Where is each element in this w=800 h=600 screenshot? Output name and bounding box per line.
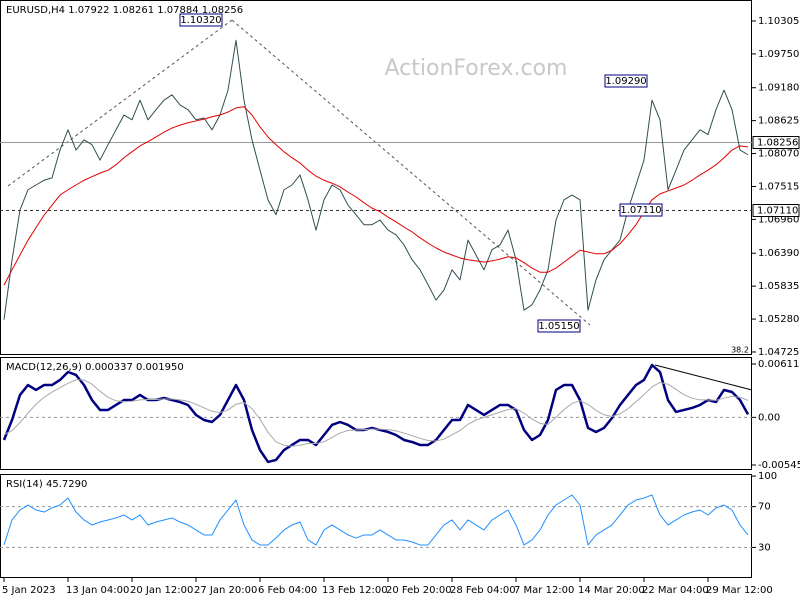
series-line	[3, 39, 749, 320]
x-tick-label: 7 Mar 12:00	[514, 585, 574, 596]
y-tick-label: 1.05280	[758, 314, 799, 325]
price-level-box	[752, 204, 800, 218]
x-tick-label: 22 Mar 04:00	[642, 585, 709, 596]
y-tick-label: -0.005458	[758, 460, 800, 471]
trend-line	[231, 19, 591, 326]
x-tick-label: 13 Jan 04:00	[66, 585, 129, 596]
y-tick-label: 1.09180	[758, 83, 799, 94]
x-tick-label: 13 Feb 12:00	[322, 585, 388, 596]
x-tick-label: 6 Feb 04:00	[258, 585, 317, 596]
y-tick-label: 30	[758, 542, 771, 553]
y-tick-label: 1.06960	[758, 214, 799, 225]
annotation-box	[537, 319, 581, 333]
x-tick-label: 29 Mar 12:00	[706, 585, 773, 596]
y-tick-label: 1.08625	[758, 116, 799, 127]
panel-title: RSI(14) 45.7290	[6, 479, 87, 490]
y-tick-label: 0.006118	[758, 359, 800, 370]
annotation-box	[604, 74, 648, 88]
series-line	[3, 494, 749, 546]
y-tick-label: 1.05835	[758, 281, 799, 292]
y-tick-label: 1.09750	[758, 49, 799, 60]
y-tick-label: 0.00	[758, 412, 780, 423]
x-tick-label: 27 Jan 20:00	[194, 585, 257, 596]
panel-title: EURUSD,H4 1.07922 1.08261 1.07884 1.0825…	[6, 5, 243, 16]
panel-title: MACD(12,26,9) 0.000337 0.001950	[6, 362, 184, 373]
annotation: 38.2	[731, 346, 749, 355]
y-tick-label: 1.04725	[758, 347, 799, 358]
annotation-box	[619, 203, 663, 217]
watermark: ActionForex.com	[385, 56, 568, 81]
y-tick-label: 70	[758, 502, 771, 513]
trend-line	[7, 19, 233, 187]
annotation: 1.09290	[605, 76, 646, 87]
y-tick-label: 100	[758, 471, 777, 482]
y-tick-label: 1.10305	[758, 16, 799, 27]
y-tick-label: 1.07515	[758, 181, 799, 192]
price-level-label: 1.07110	[757, 206, 798, 217]
y-tick-label: 1.08070	[758, 149, 799, 160]
x-tick-label: 20 Feb 20:00	[386, 585, 452, 596]
series-line	[3, 106, 749, 286]
panel-frame	[0, 357, 752, 470]
series-line	[3, 379, 749, 447]
x-tick-label: 14 Mar 20:00	[578, 585, 645, 596]
trend-line	[654, 364, 753, 391]
annotation: 1.10320	[180, 15, 221, 26]
annotation-box	[179, 13, 223, 27]
y-tick-label: 1.06390	[758, 248, 799, 259]
price-level-label: 1.08256	[757, 138, 798, 149]
panel-frame	[0, 0, 752, 355]
price-level-box	[752, 136, 800, 150]
x-tick-label: 20 Jan 12:00	[130, 585, 193, 596]
x-tick-label: 5 Jan 2023	[2, 585, 56, 596]
annotation: 1.05150	[538, 321, 579, 332]
panel-frame	[0, 474, 752, 578]
annotation: 1.07110	[620, 205, 661, 216]
x-tick-label: 28 Feb 04:00	[450, 585, 516, 596]
